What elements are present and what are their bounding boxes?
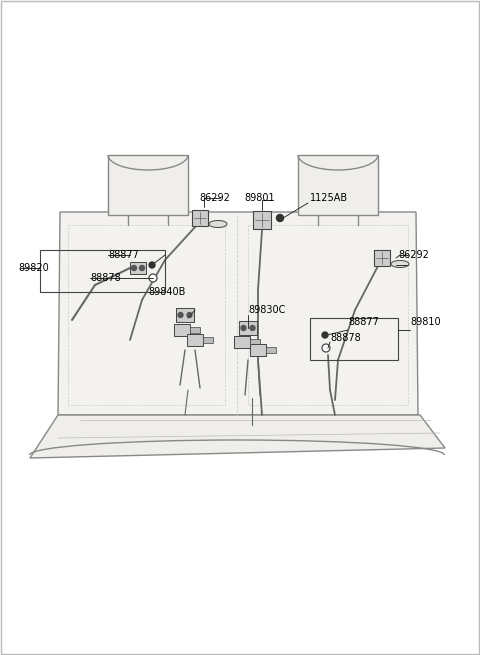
Circle shape <box>241 326 246 331</box>
Polygon shape <box>58 212 418 415</box>
Bar <box>266 347 276 353</box>
Polygon shape <box>298 155 378 215</box>
Text: 89820: 89820 <box>18 263 49 273</box>
Text: 89801: 89801 <box>245 193 276 203</box>
Polygon shape <box>30 415 445 458</box>
Circle shape <box>149 274 157 282</box>
Text: 86292: 86292 <box>200 193 230 203</box>
Circle shape <box>276 214 284 221</box>
Text: 89830C: 89830C <box>248 305 286 315</box>
Bar <box>239 321 257 335</box>
Bar <box>234 336 250 348</box>
Bar <box>40 250 165 292</box>
Text: 89810: 89810 <box>410 317 441 327</box>
Bar <box>374 250 390 266</box>
Bar <box>174 324 190 336</box>
Circle shape <box>178 312 183 318</box>
Bar <box>130 261 146 274</box>
Ellipse shape <box>209 221 227 227</box>
Circle shape <box>149 262 155 268</box>
Circle shape <box>187 312 192 318</box>
Circle shape <box>140 265 144 271</box>
Bar <box>310 318 398 360</box>
Bar <box>190 327 200 333</box>
Text: 88877: 88877 <box>348 317 379 327</box>
Polygon shape <box>108 155 188 215</box>
Bar <box>192 210 208 226</box>
Text: 88877: 88877 <box>108 250 139 260</box>
Circle shape <box>277 215 283 221</box>
Text: 86292: 86292 <box>398 250 429 260</box>
Circle shape <box>132 265 136 271</box>
Ellipse shape <box>391 261 409 267</box>
Text: 88878: 88878 <box>90 273 121 283</box>
Text: 88878: 88878 <box>330 333 361 343</box>
Bar <box>203 337 213 343</box>
Circle shape <box>322 344 330 352</box>
Bar <box>187 334 203 346</box>
Bar <box>253 211 271 229</box>
Text: 1125AB: 1125AB <box>310 193 348 203</box>
Circle shape <box>322 332 328 338</box>
Bar <box>250 344 266 356</box>
Bar <box>176 308 194 322</box>
Text: 89840B: 89840B <box>148 287 185 297</box>
Bar <box>250 339 260 345</box>
Circle shape <box>250 326 255 331</box>
